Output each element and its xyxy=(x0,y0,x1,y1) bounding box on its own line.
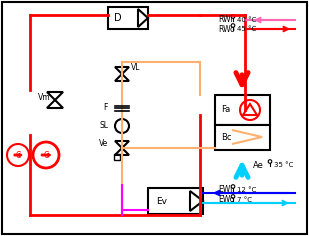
Text: Fa: Fa xyxy=(221,105,230,114)
Text: SL: SL xyxy=(99,122,108,131)
Text: Ae: Ae xyxy=(253,160,264,169)
Text: F: F xyxy=(104,104,108,113)
Text: 35 °C: 35 °C xyxy=(274,162,293,168)
Text: C: C xyxy=(15,151,21,160)
FancyArrow shape xyxy=(14,153,22,156)
FancyArrow shape xyxy=(41,153,51,156)
Text: D: D xyxy=(114,13,122,23)
Text: 7 °C: 7 °C xyxy=(237,197,252,203)
Bar xyxy=(148,188,203,214)
Text: RWo: RWo xyxy=(218,25,235,34)
Text: Ve: Ve xyxy=(99,139,108,148)
Text: EWi: EWi xyxy=(218,185,232,194)
Bar xyxy=(215,95,270,125)
Text: RWi: RWi xyxy=(218,16,233,25)
Text: C: C xyxy=(43,151,49,160)
Bar xyxy=(114,154,120,160)
Text: Bc: Bc xyxy=(221,132,231,142)
Text: 40 °C: 40 °C xyxy=(237,17,256,23)
Text: 12 °C: 12 °C xyxy=(237,187,256,193)
Bar xyxy=(215,125,270,150)
Text: VL: VL xyxy=(131,63,141,72)
Text: Ev: Ev xyxy=(156,197,167,206)
Text: Vm: Vm xyxy=(38,93,51,101)
Text: EWo: EWo xyxy=(218,195,234,205)
Bar xyxy=(108,7,148,29)
Text: 45 °C: 45 °C xyxy=(237,26,256,32)
